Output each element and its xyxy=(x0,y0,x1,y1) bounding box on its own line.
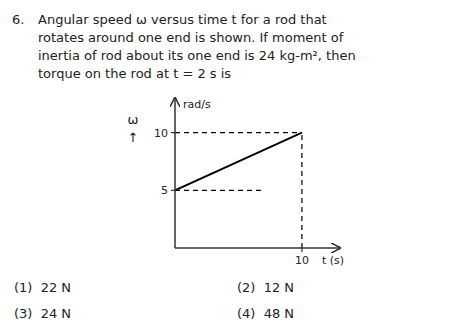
data-line xyxy=(175,133,302,191)
y-axis xyxy=(174,98,176,248)
y-axis-label: ω xyxy=(128,112,139,127)
y-tick-label: 5 xyxy=(161,184,168,197)
question-number: 6. xyxy=(12,12,24,27)
chart: 6. Angular speed ω versus time t for a ro… xyxy=(0,0,474,331)
guide-line xyxy=(175,132,302,133)
x-axis-label: t (s) xyxy=(322,254,344,267)
question-text: Angular speed ω versus time t for a rod … xyxy=(38,12,327,27)
x-axis xyxy=(175,247,340,249)
guide-line xyxy=(175,190,264,191)
question-text: rotates around one end is shown. If mome… xyxy=(38,30,344,45)
y-tick xyxy=(171,132,175,133)
x-tick-label: 10 xyxy=(295,254,309,267)
y-tick-label: 10 xyxy=(154,127,168,140)
guide-line xyxy=(301,133,302,248)
plot-area xyxy=(175,133,302,248)
question-text: torque on the rod at t = 2 s is xyxy=(38,66,231,81)
answer-option: (3) 24 N xyxy=(14,306,71,321)
y-tick xyxy=(171,190,175,191)
y-axis-arrow: ↑ xyxy=(128,130,139,145)
answer-option: (1) 22 N xyxy=(14,280,71,295)
y-unit-label: rad/s xyxy=(183,98,211,111)
answer-option: (2) 12 N xyxy=(237,280,294,295)
x-tick xyxy=(301,248,302,252)
answer-option: (4) 48 N xyxy=(237,306,294,321)
question-text: inertia of rod about its one end is 24 k… xyxy=(38,48,356,63)
